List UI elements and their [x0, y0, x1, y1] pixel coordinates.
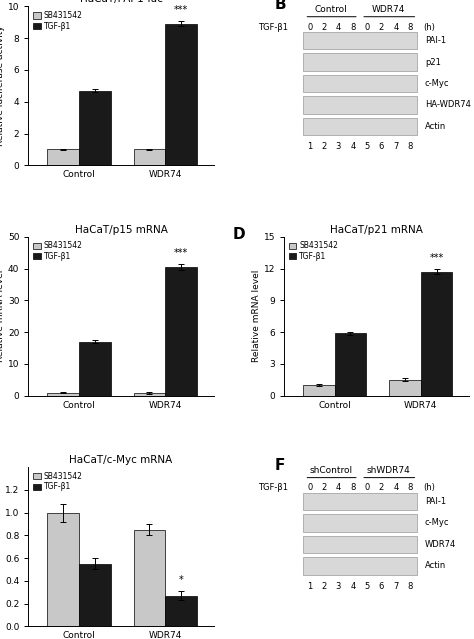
Bar: [47, 392, 79, 396]
Text: 8: 8: [408, 142, 413, 151]
Text: 2: 2: [321, 142, 327, 151]
Text: 8: 8: [408, 484, 413, 493]
Text: 0: 0: [365, 22, 370, 31]
Y-axis label: Relative mRNA level: Relative mRNA level: [252, 270, 261, 362]
FancyBboxPatch shape: [302, 514, 418, 532]
Text: Actin: Actin: [425, 122, 446, 131]
Text: ***: ***: [429, 253, 444, 263]
Text: (h): (h): [423, 484, 435, 493]
Text: 8: 8: [350, 484, 356, 493]
Bar: [47, 512, 79, 626]
Y-axis label: Relative mRNA level: Relative mRNA level: [0, 500, 2, 593]
Text: 2: 2: [321, 22, 327, 31]
Text: 2: 2: [321, 484, 327, 493]
Y-axis label: Relative mRNA level: Relative mRNA level: [0, 270, 5, 362]
FancyBboxPatch shape: [302, 557, 418, 574]
Text: 0: 0: [307, 484, 312, 493]
Title: HaCaT/c-Myc mRNA: HaCaT/c-Myc mRNA: [69, 455, 173, 465]
Legend: SB431542, TGF-β1: SB431542, TGF-β1: [32, 10, 83, 31]
Text: *: *: [179, 574, 183, 585]
Bar: [303, 385, 335, 396]
Legend: SB431542, TGF-β1: SB431542, TGF-β1: [32, 241, 83, 262]
Text: 6: 6: [379, 581, 384, 590]
Bar: [134, 150, 165, 166]
Text: 6: 6: [379, 142, 384, 151]
Bar: [389, 380, 421, 396]
FancyBboxPatch shape: [302, 493, 418, 510]
Text: Control: Control: [315, 5, 347, 14]
Text: 0: 0: [307, 22, 312, 31]
Text: 5: 5: [365, 581, 370, 590]
Text: 8: 8: [408, 22, 413, 31]
Text: ***: ***: [174, 248, 188, 258]
Text: 0: 0: [365, 484, 370, 493]
Text: 5: 5: [365, 142, 370, 151]
Y-axis label: Relative luciferase activity: Relative luciferase activity: [0, 26, 5, 146]
Text: TGF-β1: TGF-β1: [258, 22, 288, 31]
Text: HA-WDR74: HA-WDR74: [425, 100, 471, 109]
Bar: [165, 596, 197, 626]
Title: HaCaT/p15 mRNA: HaCaT/p15 mRNA: [74, 225, 167, 235]
Text: shControl: shControl: [310, 466, 353, 475]
Text: 2: 2: [379, 22, 384, 31]
FancyBboxPatch shape: [302, 118, 418, 135]
Text: 4: 4: [393, 22, 399, 31]
Text: D: D: [232, 227, 245, 242]
FancyBboxPatch shape: [302, 75, 418, 92]
Bar: [335, 334, 366, 396]
Text: WDR74: WDR74: [372, 5, 405, 14]
FancyBboxPatch shape: [302, 96, 418, 114]
Text: 8: 8: [350, 22, 356, 31]
Text: 3: 3: [336, 142, 341, 151]
Title: HaCaT/PAI-1-luc: HaCaT/PAI-1-luc: [80, 0, 163, 4]
Text: 1: 1: [307, 581, 312, 590]
Text: 7: 7: [393, 142, 399, 151]
Text: p21: p21: [425, 58, 441, 66]
Bar: [421, 272, 452, 396]
Bar: [134, 530, 165, 626]
Bar: [79, 91, 110, 166]
Text: 4: 4: [350, 142, 356, 151]
Text: c-Myc: c-Myc: [425, 79, 449, 88]
Bar: [79, 564, 110, 626]
Text: 2: 2: [379, 484, 384, 493]
Text: B: B: [275, 0, 286, 12]
Bar: [165, 267, 197, 396]
Text: c-Myc: c-Myc: [425, 518, 449, 527]
Text: 4: 4: [393, 484, 399, 493]
Text: 4: 4: [336, 22, 341, 31]
Text: PAI-1: PAI-1: [425, 36, 446, 45]
Text: 4: 4: [336, 484, 341, 493]
FancyBboxPatch shape: [302, 535, 418, 553]
Legend: SB431542, TGF-β1: SB431542, TGF-β1: [288, 241, 339, 262]
Text: shWDR74: shWDR74: [367, 466, 410, 475]
Text: (h): (h): [423, 22, 435, 31]
Text: WDR74: WDR74: [425, 540, 456, 549]
Bar: [165, 24, 197, 166]
Title: HaCaT/p21 mRNA: HaCaT/p21 mRNA: [330, 225, 423, 235]
Text: 7: 7: [393, 581, 399, 590]
Text: TGF-β1: TGF-β1: [258, 484, 288, 493]
Text: Actin: Actin: [425, 561, 446, 571]
Text: 1: 1: [307, 142, 312, 151]
Bar: [47, 150, 79, 166]
FancyBboxPatch shape: [302, 32, 418, 49]
Text: 8: 8: [408, 581, 413, 590]
Legend: SB431542, TGF-β1: SB431542, TGF-β1: [32, 471, 83, 492]
Text: 4: 4: [350, 581, 356, 590]
Text: F: F: [275, 458, 285, 473]
Text: 2: 2: [321, 581, 327, 590]
Bar: [134, 392, 165, 396]
FancyBboxPatch shape: [302, 53, 418, 71]
Text: 3: 3: [336, 581, 341, 590]
Text: ***: ***: [174, 5, 188, 15]
Bar: [79, 342, 110, 396]
Text: PAI-1: PAI-1: [425, 497, 446, 506]
